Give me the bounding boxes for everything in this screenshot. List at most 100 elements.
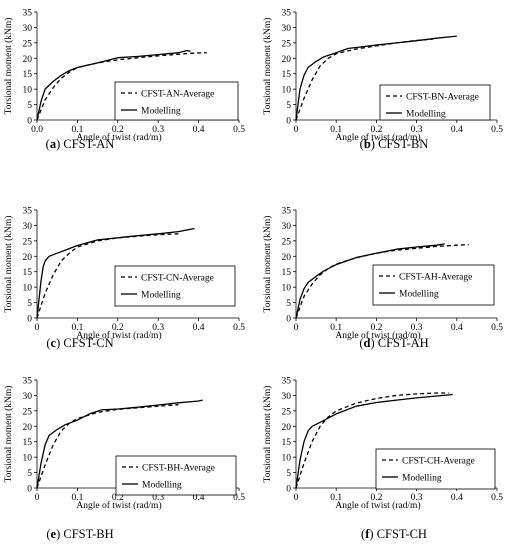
y-tick-label: 20 xyxy=(282,423,292,433)
series-experimental-line xyxy=(36,52,207,121)
x-tick-label: 0.3 xyxy=(152,493,164,503)
y-axis-label: Torsional moment (kNm) xyxy=(3,18,14,115)
x-axis-label: Angle of twist (rad/m) xyxy=(335,132,420,143)
caption-c: (c) CFST-CN xyxy=(46,336,114,350)
y-tick-label: 0 xyxy=(27,117,32,127)
legend-label: CFST-CN-Average xyxy=(141,274,214,284)
y-tick-label: 5 xyxy=(286,299,291,309)
x-tick-label: 0.1 xyxy=(330,125,342,135)
x-axis-label: Angle of twist (rad/m) xyxy=(335,500,420,511)
chart-a: 0 5 10 15 20 25 30 35 0.0 0.1 0.2 0.3 0.4 0.5 Angle of… xyxy=(3,9,245,144)
y-tick-label: 10 xyxy=(282,86,292,96)
x-tick-label: 0.4 xyxy=(193,493,205,503)
y-tick-label: 30 xyxy=(282,222,292,232)
series-modelling-line xyxy=(295,243,445,319)
x-tick-label: 0.4 xyxy=(451,125,463,135)
legend-box xyxy=(372,264,495,306)
x-tick-label: 0.2 xyxy=(370,493,382,503)
y-tick-label: 35 xyxy=(282,377,292,387)
y-tick-label: 5 xyxy=(27,469,32,479)
legend-label: Modelling xyxy=(406,110,446,120)
y-tick-label: 15 xyxy=(23,70,33,80)
x-tick-label: 0.1 xyxy=(71,125,83,135)
y-tick-label: 25 xyxy=(23,407,33,417)
caption-e: (e) CFST-BH xyxy=(46,527,114,541)
legend-box xyxy=(379,84,491,121)
legend: CFST-BN-Average Modelling xyxy=(379,84,491,121)
x-tick-label: 0.3 xyxy=(152,125,164,135)
caption-d: (d) CFST-AH xyxy=(359,336,429,350)
legend: CFST-AH-Average Modelling xyxy=(372,264,495,306)
x-tick-label: 0.2 xyxy=(112,125,124,135)
y-tick-label: 15 xyxy=(23,268,33,278)
legend: CFST-BH-Average Modelling xyxy=(115,455,237,496)
series-modelling-line xyxy=(36,49,191,121)
x-tick-label: 0.5 xyxy=(491,323,503,333)
legend-box xyxy=(114,81,239,121)
x-tick-label: 0.2 xyxy=(112,323,124,333)
x-tick-label: 0.2 xyxy=(112,493,124,503)
y-axis-label: Torsional moment (kNm) xyxy=(262,386,273,483)
y-tick-label: 5 xyxy=(286,469,291,479)
legend: CFST-AN-Average Modelling xyxy=(114,81,239,121)
x-axis-label: Angle of twist (rad/m) xyxy=(76,330,161,341)
y-axis-label: Torsional moment (kNm) xyxy=(262,18,273,115)
x-tick-label: 0.5 xyxy=(491,493,503,503)
y-tick-label: 30 xyxy=(23,392,33,402)
x-axis-label: Angle of twist (rad/m) xyxy=(76,500,161,511)
y-tick-label: 5 xyxy=(286,101,291,111)
legend-box xyxy=(114,265,236,307)
series-experimental-line xyxy=(36,404,179,489)
x-tick-label: 0.5 xyxy=(491,125,503,135)
y-tick-label: 15 xyxy=(282,70,292,80)
legend-label: CFST-AN-Average xyxy=(141,90,214,100)
x-axis-label: Angle of twist (rad/m) xyxy=(76,132,161,143)
y-tick-label: 5 xyxy=(27,299,32,309)
y-tick-label: 10 xyxy=(23,284,33,294)
caption-a: (a) CFST-AN xyxy=(45,137,115,151)
legend-label: CFST-BN-Average xyxy=(406,93,479,103)
legend: CFST-CN-Average Modelling xyxy=(114,265,236,307)
y-tick-label: 10 xyxy=(282,284,292,294)
y-tick-label: 20 xyxy=(23,55,33,65)
y-tick-label: 15 xyxy=(282,438,292,448)
x-tick-label: 0 xyxy=(294,323,299,333)
y-tick-label: 20 xyxy=(282,253,292,263)
x-tick-label: 0.3 xyxy=(411,323,423,333)
y-tick-label: 10 xyxy=(23,86,33,96)
y-tick-label: 35 xyxy=(23,9,33,19)
y-axis-label: Torsional moment (kNm) xyxy=(3,216,14,313)
x-tick-label: 0.1 xyxy=(330,493,342,503)
y-tick-label: 30 xyxy=(282,392,292,402)
legend-label: Modelling xyxy=(402,474,442,484)
legend-label: Modelling xyxy=(399,290,439,300)
y-tick-label: 35 xyxy=(23,377,33,387)
x-tick-label: 0.3 xyxy=(411,493,423,503)
x-tick-label: 0.1 xyxy=(71,323,83,333)
x-tick-label: 0.2 xyxy=(370,125,382,135)
series-modelling-line xyxy=(295,393,453,489)
y-tick-label: 20 xyxy=(23,253,33,263)
y-axis-label: Torsional moment (kNm) xyxy=(262,216,273,313)
x-tick-label: 0.4 xyxy=(193,323,205,333)
x-tick-label: 0.3 xyxy=(411,125,423,135)
chart-f: 0 5 10 15 20 25 30 35 0 0.1 0.2 0.3 0.4 0.5 Angle of t… xyxy=(262,377,503,512)
legend-label: Modelling xyxy=(141,107,181,117)
x-tick-label: 0 xyxy=(35,493,40,503)
y-tick-label: 15 xyxy=(23,438,33,448)
y-tick-label: 35 xyxy=(282,9,292,19)
chart-e: 0 5 10 15 20 25 30 35 0 0.1 0.2 0.3 0.4 0.5 Angle of t… xyxy=(3,377,245,512)
legend-box xyxy=(375,448,496,490)
series-experimental-line xyxy=(295,243,469,319)
y-tick-label: 10 xyxy=(282,454,292,464)
chart-c: 0 5 10 15 20 25 30 35 0 0.1 0.2 0.3 0.4 0.5 Angle of t… xyxy=(3,207,245,342)
x-tick-label: 0.3 xyxy=(152,323,164,333)
y-tick-label: 35 xyxy=(23,207,33,217)
legend-label: CFST-CH-Average xyxy=(402,457,475,467)
series-modelling-line xyxy=(295,35,457,121)
y-tick-label: 0 xyxy=(27,485,32,495)
y-tick-label: 0 xyxy=(286,315,291,325)
x-tick-label: 0.4 xyxy=(451,323,463,333)
y-tick-label: 25 xyxy=(282,237,292,247)
y-tick-label: 0 xyxy=(286,117,291,127)
